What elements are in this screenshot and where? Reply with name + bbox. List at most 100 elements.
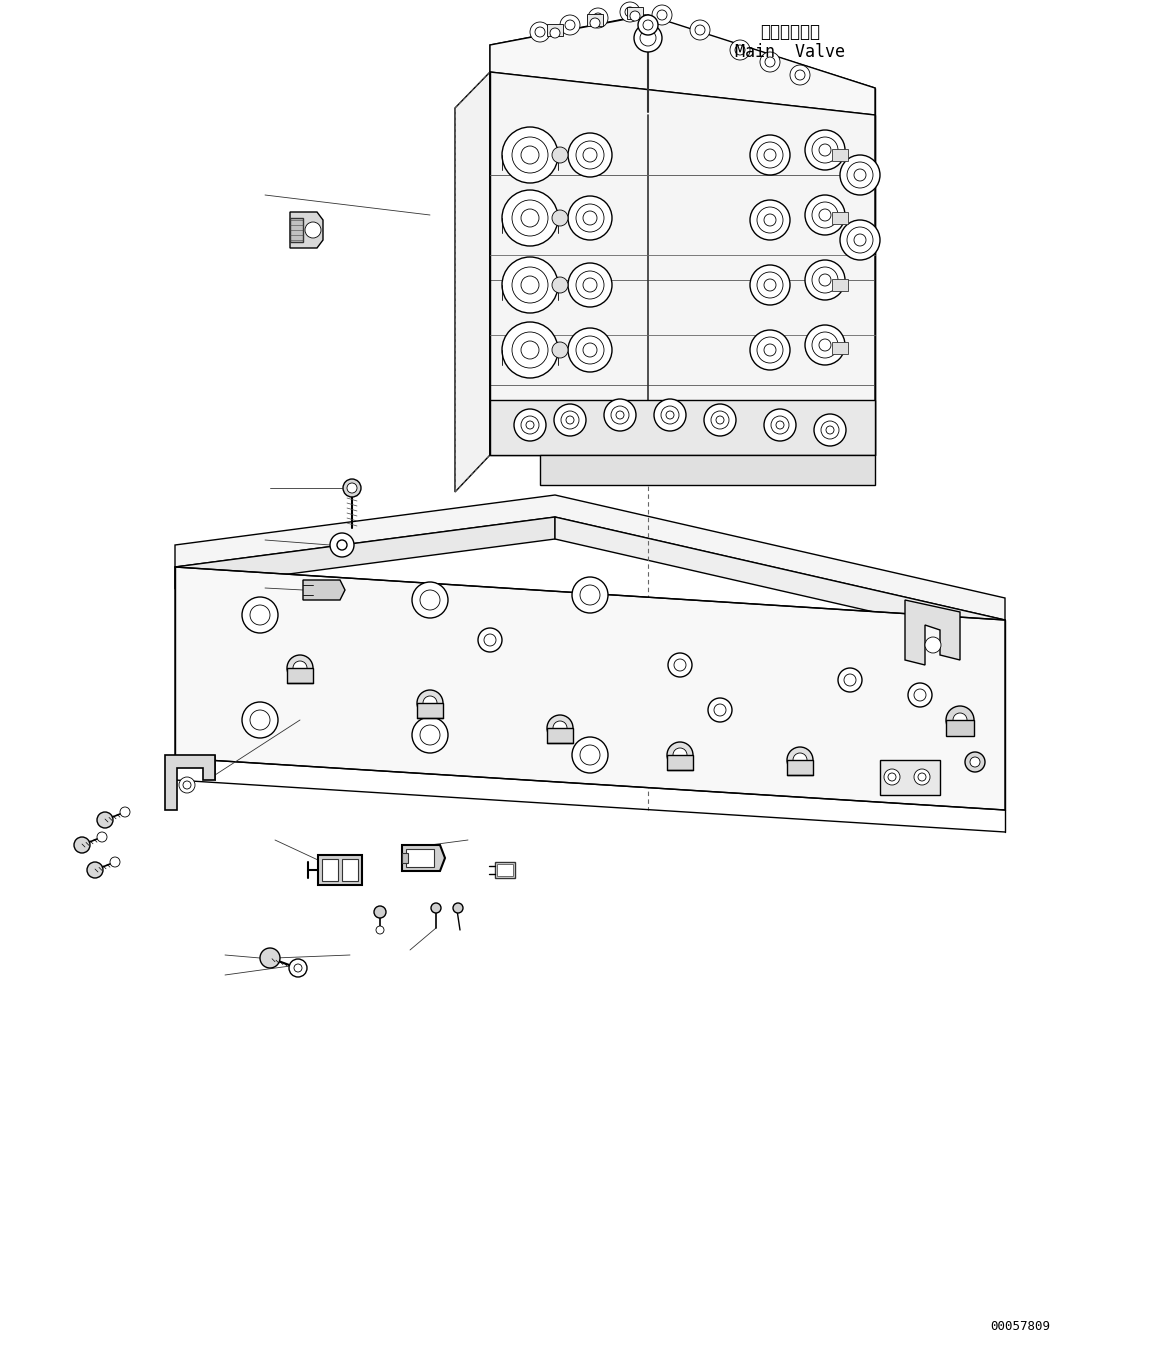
Circle shape <box>661 405 679 424</box>
Bar <box>495 862 515 877</box>
Polygon shape <box>174 567 1005 810</box>
Circle shape <box>288 959 307 978</box>
Circle shape <box>819 274 832 286</box>
Circle shape <box>502 127 558 183</box>
Circle shape <box>675 659 686 671</box>
Circle shape <box>826 426 834 434</box>
Bar <box>322 858 338 881</box>
Circle shape <box>914 769 930 785</box>
Circle shape <box>97 812 113 829</box>
Circle shape <box>643 20 652 30</box>
Circle shape <box>97 833 107 842</box>
Circle shape <box>844 674 856 686</box>
Bar <box>787 759 813 776</box>
Circle shape <box>418 690 443 716</box>
Circle shape <box>412 717 448 753</box>
Circle shape <box>925 637 941 654</box>
Bar <box>832 212 848 224</box>
Circle shape <box>711 411 729 428</box>
Circle shape <box>580 744 600 765</box>
Circle shape <box>343 479 361 498</box>
Circle shape <box>554 404 586 437</box>
Circle shape <box>179 777 195 793</box>
Bar <box>317 856 362 885</box>
Bar <box>402 853 408 862</box>
Circle shape <box>374 906 386 918</box>
Circle shape <box>854 235 866 245</box>
Circle shape <box>512 267 548 302</box>
Circle shape <box>512 137 548 174</box>
Circle shape <box>884 769 900 785</box>
Circle shape <box>735 45 745 56</box>
Circle shape <box>914 689 926 701</box>
Circle shape <box>638 15 658 35</box>
Circle shape <box>918 773 926 781</box>
Circle shape <box>819 339 832 351</box>
Circle shape <box>750 330 790 370</box>
Circle shape <box>812 137 839 163</box>
Circle shape <box>568 133 612 178</box>
Circle shape <box>750 199 790 240</box>
Circle shape <box>765 57 775 66</box>
Circle shape <box>625 7 635 18</box>
Circle shape <box>757 273 783 298</box>
Circle shape <box>776 420 784 428</box>
Circle shape <box>908 683 932 706</box>
Circle shape <box>812 202 839 228</box>
Bar <box>547 24 563 37</box>
Circle shape <box>805 195 846 235</box>
Circle shape <box>550 28 561 38</box>
Circle shape <box>764 410 795 441</box>
Polygon shape <box>165 755 215 810</box>
Circle shape <box>337 540 347 551</box>
Polygon shape <box>174 495 1005 620</box>
Bar <box>418 702 443 717</box>
Circle shape <box>530 22 550 42</box>
Circle shape <box>965 753 985 772</box>
Circle shape <box>250 605 270 625</box>
Circle shape <box>654 399 686 431</box>
Polygon shape <box>304 580 345 599</box>
Circle shape <box>583 343 597 357</box>
Circle shape <box>590 18 600 28</box>
Circle shape <box>565 20 575 30</box>
Circle shape <box>757 338 783 363</box>
Circle shape <box>668 742 693 767</box>
Circle shape <box>757 207 783 233</box>
Circle shape <box>566 416 575 424</box>
Circle shape <box>634 24 662 52</box>
Polygon shape <box>290 218 304 241</box>
Circle shape <box>294 964 302 972</box>
Circle shape <box>657 9 668 20</box>
Circle shape <box>431 903 441 913</box>
Circle shape <box>305 222 321 239</box>
Polygon shape <box>490 15 875 115</box>
Circle shape <box>74 837 90 853</box>
Circle shape <box>970 757 980 767</box>
Circle shape <box>250 711 270 730</box>
Circle shape <box>420 590 440 610</box>
Circle shape <box>521 209 538 226</box>
Circle shape <box>819 144 832 156</box>
Circle shape <box>812 332 839 358</box>
Circle shape <box>576 336 604 363</box>
Circle shape <box>521 416 538 434</box>
Circle shape <box>695 24 705 35</box>
Circle shape <box>576 203 604 232</box>
Circle shape <box>764 344 776 357</box>
Polygon shape <box>455 72 490 492</box>
Bar <box>832 342 848 354</box>
Circle shape <box>847 226 873 254</box>
Circle shape <box>484 635 495 645</box>
Circle shape <box>580 584 600 605</box>
Circle shape <box>616 411 625 419</box>
Circle shape <box>293 660 307 675</box>
Circle shape <box>423 696 437 711</box>
Circle shape <box>376 926 384 934</box>
Circle shape <box>330 533 354 557</box>
Circle shape <box>521 277 538 294</box>
Circle shape <box>812 267 839 293</box>
Bar <box>406 849 434 866</box>
Circle shape <box>242 702 278 738</box>
Circle shape <box>502 190 558 245</box>
